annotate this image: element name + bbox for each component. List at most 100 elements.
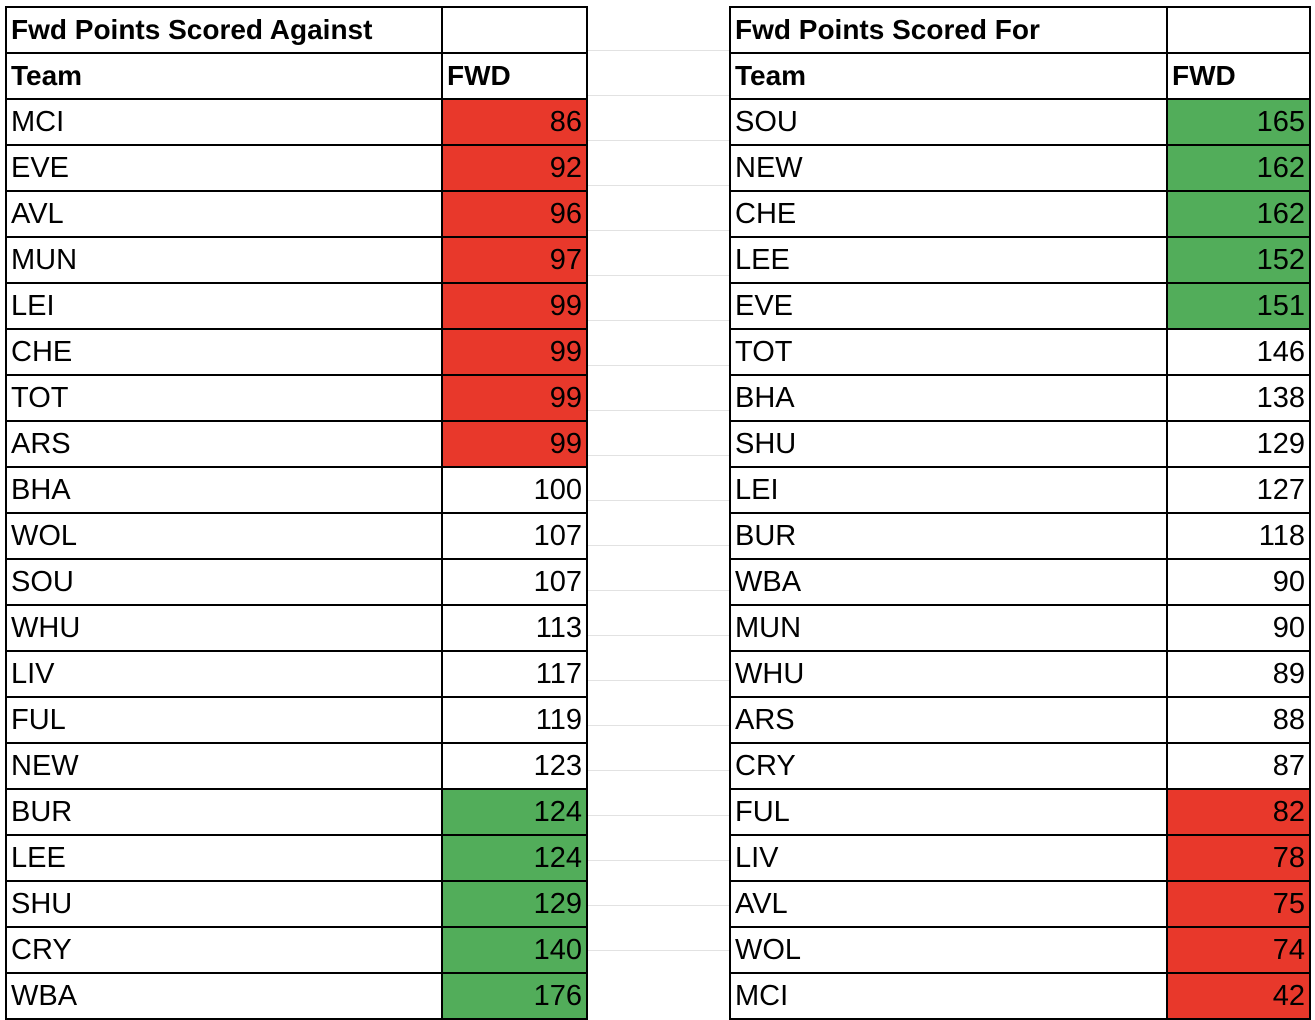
table-row: FUL 82 — [729, 788, 1311, 836]
fwd-value-cell[interactable]: 90 — [1166, 604, 1311, 652]
team-cell[interactable]: FUL — [729, 788, 1168, 836]
fwd-value-cell[interactable]: 165 — [1166, 98, 1311, 146]
team-cell[interactable]: MUN — [729, 604, 1168, 652]
title-empty-cell[interactable] — [441, 6, 588, 54]
team-cell[interactable]: SHU — [729, 420, 1168, 468]
fwd-value-cell[interactable]: 97 — [441, 236, 588, 284]
fwd-value-cell[interactable]: 42 — [1166, 972, 1311, 1020]
fwd-value-cell[interactable]: 86 — [441, 98, 588, 146]
fwd-value-cell[interactable]: 92 — [441, 144, 588, 192]
fwd-value-cell[interactable]: 75 — [1166, 880, 1311, 928]
team-cell[interactable]: ARS — [5, 420, 443, 468]
team-cell[interactable]: TOT — [729, 328, 1168, 376]
team-cell[interactable]: LIV — [729, 834, 1168, 882]
fwd-value-cell[interactable]: 117 — [441, 650, 588, 698]
fwd-value-cell[interactable]: 162 — [1166, 144, 1311, 192]
fwd-value-cell[interactable]: 90 — [1166, 558, 1311, 606]
fwd-value-cell[interactable]: 82 — [1166, 788, 1311, 836]
team-cell[interactable]: MCI — [5, 98, 443, 146]
table-title[interactable]: Fwd Points Scored Against — [5, 6, 443, 54]
team-cell[interactable]: SOU — [729, 98, 1168, 146]
fwd-value-cell[interactable]: 152 — [1166, 236, 1311, 284]
fwd-value-cell[interactable]: 99 — [441, 328, 588, 376]
team-cell[interactable]: BUR — [729, 512, 1168, 560]
team-cell[interactable]: CHE — [729, 190, 1168, 238]
title-row: Fwd Points Scored For — [729, 6, 1311, 54]
fwd-value-cell[interactable]: 123 — [441, 742, 588, 790]
fwd-value-cell[interactable]: 100 — [441, 466, 588, 514]
fwd-value-cell[interactable]: 151 — [1166, 282, 1311, 330]
header-row: Team FWD — [729, 52, 1311, 100]
fwd-value-cell[interactable]: 88 — [1166, 696, 1311, 744]
team-cell[interactable]: LEI — [5, 282, 443, 330]
team-cell[interactable]: LIV — [5, 650, 443, 698]
fwd-value-cell[interactable]: 162 — [1166, 190, 1311, 238]
team-cell[interactable]: BUR — [5, 788, 443, 836]
fwd-value-cell[interactable]: 107 — [441, 512, 588, 560]
team-cell[interactable]: AVL — [729, 880, 1168, 928]
fwd-value-cell[interactable]: 127 — [1166, 466, 1311, 514]
fwd-value-cell[interactable]: 124 — [441, 834, 588, 882]
fwd-value-cell[interactable]: 99 — [441, 374, 588, 422]
table-row: BUR 124 — [5, 788, 588, 836]
team-cell[interactable]: NEW — [729, 144, 1168, 192]
team-cell[interactable]: TOT — [5, 374, 443, 422]
fwd-value-cell[interactable]: 138 — [1166, 374, 1311, 422]
table-row: BHA 138 — [729, 374, 1311, 422]
fwd-value-cell[interactable]: 99 — [441, 420, 588, 468]
team-cell[interactable]: CRY — [5, 926, 443, 974]
team-cell[interactable]: SOU — [5, 558, 443, 606]
team-cell[interactable]: EVE — [5, 144, 443, 192]
team-cell[interactable]: MUN — [5, 236, 443, 284]
team-cell[interactable]: WBA — [5, 972, 443, 1020]
table-row: LIV 78 — [729, 834, 1311, 882]
team-column-header[interactable]: Team — [729, 52, 1168, 100]
team-cell[interactable]: MCI — [729, 972, 1168, 1020]
team-cell[interactable]: FUL — [5, 696, 443, 744]
team-cell[interactable]: LEE — [729, 236, 1168, 284]
table-row: WBA 176 — [5, 972, 588, 1020]
team-cell[interactable]: BHA — [5, 466, 443, 514]
fwd-value-cell[interactable]: 129 — [441, 880, 588, 928]
fwd-value-cell[interactable]: 124 — [441, 788, 588, 836]
table-row: LIV 117 — [5, 650, 588, 698]
team-cell[interactable]: WHU — [729, 650, 1168, 698]
team-cell[interactable]: BHA — [729, 374, 1168, 422]
fwd-value-cell[interactable]: 129 — [1166, 420, 1311, 468]
fwd-value-cell[interactable]: 113 — [441, 604, 588, 652]
fwd-value-cell[interactable]: 146 — [1166, 328, 1311, 376]
team-cell[interactable]: ARS — [729, 696, 1168, 744]
gridline-gap-column — [586, 6, 729, 994]
team-cell[interactable]: LEE — [5, 834, 443, 882]
team-cell[interactable]: LEI — [729, 466, 1168, 514]
team-cell[interactable]: WOL — [5, 512, 443, 560]
table-row: FUL 119 — [5, 696, 588, 744]
fwd-value-cell[interactable]: 99 — [441, 282, 588, 330]
fwd-value-cell[interactable]: 78 — [1166, 834, 1311, 882]
team-column-header[interactable]: Team — [5, 52, 443, 100]
fwd-value-cell[interactable]: 107 — [441, 558, 588, 606]
fwd-value-cell[interactable]: 87 — [1166, 742, 1311, 790]
fwd-column-header[interactable]: FWD — [1166, 52, 1311, 100]
fwd-value-cell[interactable]: 140 — [441, 926, 588, 974]
team-cell[interactable]: CHE — [5, 328, 443, 376]
team-cell[interactable]: WOL — [729, 926, 1168, 974]
fwd-value-cell[interactable]: 176 — [441, 972, 588, 1020]
table-row: ARS 99 — [5, 420, 588, 468]
team-cell[interactable]: WHU — [5, 604, 443, 652]
fwd-value-cell[interactable]: 96 — [441, 190, 588, 238]
team-cell[interactable]: WBA — [729, 558, 1168, 606]
team-cell[interactable]: AVL — [5, 190, 443, 238]
fwd-column-header[interactable]: FWD — [441, 52, 588, 100]
fwd-value-cell[interactable]: 89 — [1166, 650, 1311, 698]
fwd-value-cell[interactable]: 74 — [1166, 926, 1311, 974]
team-cell[interactable]: SHU — [5, 880, 443, 928]
team-cell[interactable]: CRY — [729, 742, 1168, 790]
team-cell[interactable]: EVE — [729, 282, 1168, 330]
team-cell[interactable]: NEW — [5, 742, 443, 790]
fwd-value-cell[interactable]: 118 — [1166, 512, 1311, 560]
table-title[interactable]: Fwd Points Scored For — [729, 6, 1168, 54]
title-empty-cell[interactable] — [1166, 6, 1311, 54]
table-row: CHE 99 — [5, 328, 588, 376]
fwd-value-cell[interactable]: 119 — [441, 696, 588, 744]
